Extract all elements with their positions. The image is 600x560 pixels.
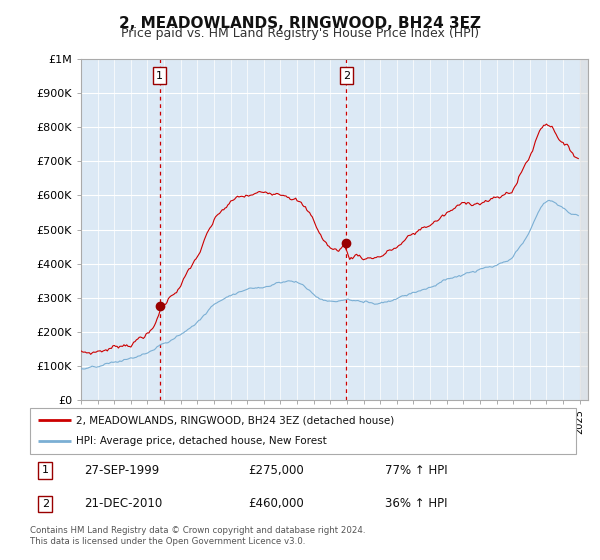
Text: 36% ↑ HPI: 36% ↑ HPI xyxy=(385,497,448,510)
Text: Price paid vs. HM Land Registry's House Price Index (HPI): Price paid vs. HM Land Registry's House … xyxy=(121,27,479,40)
Text: HPI: Average price, detached house, New Forest: HPI: Average price, detached house, New … xyxy=(76,436,327,446)
Text: 2: 2 xyxy=(42,499,49,509)
Text: 1: 1 xyxy=(42,465,49,475)
Text: 2: 2 xyxy=(343,71,350,81)
FancyBboxPatch shape xyxy=(30,408,576,454)
Text: 1: 1 xyxy=(156,71,163,81)
Text: 77% ↑ HPI: 77% ↑ HPI xyxy=(385,464,448,477)
Text: 2, MEADOWLANDS, RINGWOOD, BH24 3EZ (detached house): 2, MEADOWLANDS, RINGWOOD, BH24 3EZ (deta… xyxy=(76,415,395,425)
Text: 27-SEP-1999: 27-SEP-1999 xyxy=(85,464,160,477)
Text: £275,000: £275,000 xyxy=(248,464,304,477)
Text: £460,000: £460,000 xyxy=(248,497,304,510)
Text: 21-DEC-2010: 21-DEC-2010 xyxy=(85,497,163,510)
Text: Contains HM Land Registry data © Crown copyright and database right 2024.
This d: Contains HM Land Registry data © Crown c… xyxy=(30,526,365,546)
Text: 2, MEADOWLANDS, RINGWOOD, BH24 3EZ: 2, MEADOWLANDS, RINGWOOD, BH24 3EZ xyxy=(119,16,481,31)
